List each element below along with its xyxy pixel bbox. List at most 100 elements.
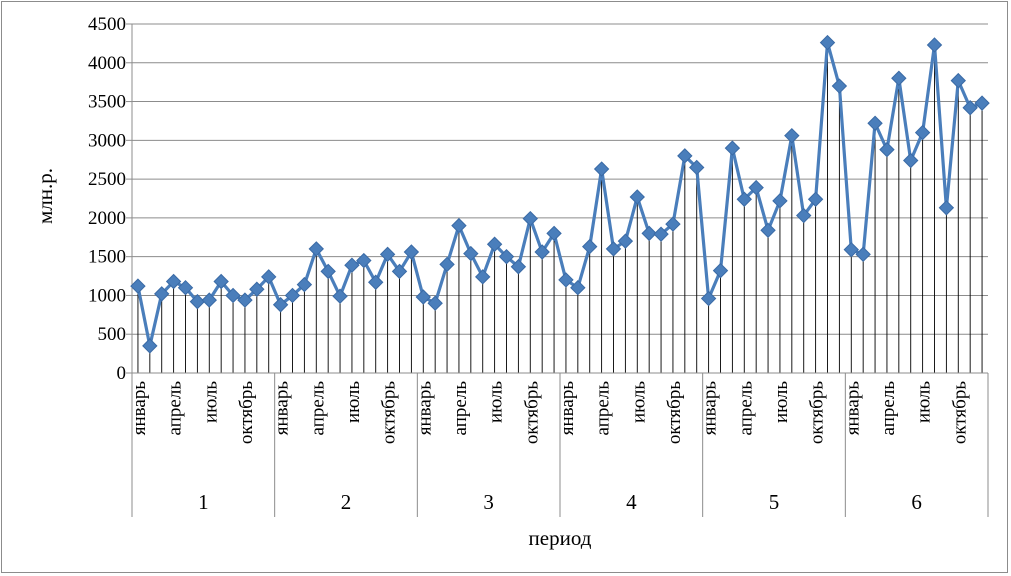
data-point — [379, 246, 396, 263]
data-point — [284, 287, 301, 304]
data-point — [498, 248, 515, 265]
data-point — [534, 244, 550, 260]
series-line — [136, 41, 983, 348]
data-point — [320, 263, 336, 280]
x-tick-label: апрель — [593, 381, 614, 436]
axis-labels: 0 500 1000 1500 2000 2500 3000 3500 4000 4500 1 2 3 4… — [88, 14, 970, 514]
y-tick-label: 1500 — [88, 247, 126, 268]
data-point — [391, 263, 408, 280]
group-label: 5 — [769, 490, 780, 514]
data-point — [926, 37, 943, 53]
data-point — [582, 238, 598, 255]
y-tick-label: 2000 — [88, 208, 126, 229]
x-tick-label: апрель — [307, 381, 328, 436]
x-tick-label: октябрь — [949, 381, 970, 444]
data-point — [510, 259, 527, 275]
gridlines — [132, 23, 988, 335]
data-point — [819, 34, 836, 51]
data-point — [213, 273, 229, 290]
y-tick-label: 500 — [98, 324, 127, 345]
data-series — [130, 34, 990, 354]
y-tick-label: 4500 — [88, 14, 126, 35]
data-point — [855, 246, 871, 263]
x-tick-label: январь — [700, 381, 721, 436]
data-point — [700, 290, 717, 307]
data-point — [261, 269, 277, 285]
data-point — [142, 338, 158, 354]
data-point — [177, 279, 194, 296]
data-point — [486, 236, 503, 252]
data-point — [938, 200, 955, 216]
data-point — [463, 245, 479, 262]
y-tick-label: 4000 — [88, 53, 126, 74]
x-tick-label: июль — [914, 381, 935, 423]
y-tick-label: 3500 — [88, 92, 126, 113]
data-point — [831, 78, 848, 94]
data-point — [962, 100, 978, 116]
data-point — [712, 262, 729, 279]
data-point — [344, 257, 360, 273]
x-tick-label: октябрь — [379, 381, 400, 444]
x-tick-label: октябрь — [236, 381, 257, 444]
y-tick-label: 1000 — [88, 285, 126, 306]
y-tick-label: 2500 — [88, 169, 126, 190]
data-point — [201, 292, 217, 308]
data-point — [570, 279, 586, 296]
x-tick-label: январь — [272, 381, 293, 436]
axes — [126, 23, 989, 517]
data-point — [641, 225, 657, 242]
data-point — [784, 127, 800, 144]
data-point — [308, 241, 324, 257]
x-tick-label: июль — [771, 381, 792, 423]
data-point — [796, 207, 812, 224]
group-label: 6 — [911, 490, 922, 514]
x-tick-label: октябрь — [521, 381, 542, 444]
x-tick-label: январь — [129, 381, 150, 436]
data-point — [772, 193, 788, 209]
x-tick-label: апрель — [450, 381, 471, 436]
data-point — [130, 278, 146, 294]
x-tick-label: июль — [200, 381, 221, 423]
data-point — [427, 295, 443, 311]
data-point — [677, 148, 693, 164]
x-tick-label: июль — [486, 381, 507, 423]
data-point — [843, 241, 859, 258]
x-tick-label: октябрь — [664, 381, 685, 444]
data-point — [225, 287, 241, 304]
x-tick-label: апрель — [735, 381, 756, 436]
data-point — [867, 115, 883, 131]
data-point — [439, 256, 455, 273]
data-point — [914, 124, 931, 141]
x-tick-label: апрель — [165, 381, 186, 436]
data-point — [415, 289, 431, 305]
data-point — [593, 161, 610, 177]
x-tick-label: январь — [842, 381, 863, 436]
data-point — [546, 225, 562, 242]
y-tick-label: 0 — [117, 363, 127, 384]
data-point — [605, 241, 622, 257]
y-tick-label: 3000 — [88, 130, 126, 151]
data-point — [950, 72, 966, 89]
data-point — [475, 269, 491, 285]
data-point — [332, 288, 348, 304]
y-axis-title: млн.р. — [33, 168, 57, 224]
data-point — [237, 292, 253, 308]
data-point — [272, 297, 289, 313]
group-label: 2 — [341, 490, 352, 514]
data-point — [748, 179, 764, 196]
data-point — [296, 276, 313, 293]
data-point — [724, 140, 741, 156]
data-point — [807, 191, 824, 207]
drop-lines — [137, 42, 983, 373]
x-axis-title: период — [529, 526, 592, 550]
x-tick-label: октябрь — [807, 381, 828, 444]
data-point — [558, 272, 574, 288]
data-point — [891, 70, 907, 86]
data-point — [403, 244, 420, 260]
data-point — [736, 191, 752, 207]
data-point — [368, 274, 384, 290]
data-point — [689, 159, 705, 176]
group-label: 1 — [198, 490, 209, 514]
data-point — [903, 152, 919, 169]
